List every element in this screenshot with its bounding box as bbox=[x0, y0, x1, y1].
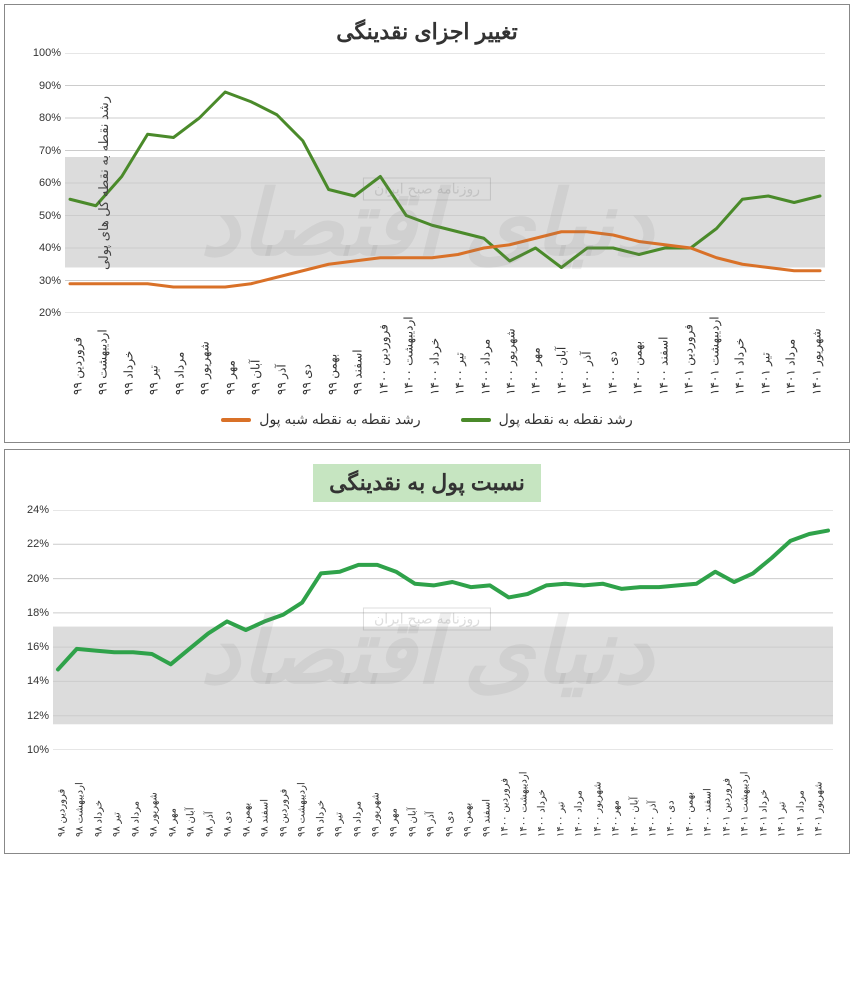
legend-label-quasi: رشد نقطه به نقطه شبه پول bbox=[259, 411, 420, 428]
x-axis-label: مهر ۹۸ bbox=[164, 754, 182, 837]
x-axis-label: آبان ۹۹ bbox=[404, 754, 422, 837]
x-axis-label: دی ۹۹ bbox=[294, 317, 319, 395]
x-axis-label: فروردین ۱۴۰۱ bbox=[718, 754, 736, 837]
chart-2-panel: دنیای اقتصاد روزنامه صبح ایران نسبت پول … bbox=[4, 449, 850, 854]
x-axis-label: شهریور ۹۹ bbox=[192, 317, 217, 395]
x-axis-label: خرداد ۱۴۰۱ bbox=[727, 317, 752, 395]
x-axis-label: آبان ۹۸ bbox=[182, 754, 200, 837]
x-axis-label: تیر ۱۴۰۱ bbox=[753, 317, 778, 395]
x-axis-label: مرداد ۹۹ bbox=[349, 754, 367, 837]
x-axis-label: فروردین ۹۹ bbox=[275, 754, 293, 837]
legend-item-quasi: رشد نقطه به نقطه شبه پول bbox=[221, 411, 420, 428]
x-axis-label: اسفند ۹۹ bbox=[345, 317, 370, 395]
x-axis-label: مرداد ۹۸ bbox=[127, 754, 145, 837]
x-axis-label: مرداد ۱۴۰۱ bbox=[792, 754, 810, 837]
x-axis-label: تیر ۹۹ bbox=[330, 754, 348, 837]
x-axis-label: شهریور ۱۴۰۱ bbox=[804, 317, 829, 395]
x-axis-label: خرداد ۹۸ bbox=[90, 754, 108, 837]
x-axis-label: تیر ۹۸ bbox=[108, 754, 126, 837]
x-axis-label: مرداد ۱۴۰۰ bbox=[570, 754, 588, 837]
x-axis-label: اردیبهشت ۱۴۰۱ bbox=[736, 754, 754, 837]
x-axis-label: تیر ۱۴۰۰ bbox=[552, 754, 570, 837]
legend-swatch-quasi bbox=[221, 418, 251, 422]
chart-1-title: تغییر اجزای نقدینگی bbox=[5, 5, 849, 53]
x-axis-label: اردیبهشت ۱۴۰۰ bbox=[396, 317, 421, 395]
x-axis-label: اردیبهشت ۹۹ bbox=[293, 754, 311, 837]
x-axis-label: آذر ۹۹ bbox=[269, 317, 294, 395]
x-axis-label: فروردین ۹۹ bbox=[65, 317, 90, 395]
chart-1-plot: رشد نقطه به نقطه کل های پولی 20%30%40%50… bbox=[65, 53, 829, 313]
x-axis-label: بهمن ۱۴۰۰ bbox=[625, 317, 650, 395]
x-axis-label: دی ۱۴۰۰ bbox=[662, 754, 680, 837]
x-axis-label: بهمن ۹۸ bbox=[238, 754, 256, 837]
legend-swatch-money bbox=[461, 418, 491, 422]
x-axis-label: بهمن ۹۹ bbox=[320, 317, 345, 395]
legend-label-money: رشد نقطه به نقطه پول bbox=[499, 411, 633, 428]
x-axis-label: مرداد ۱۴۰۰ bbox=[473, 317, 498, 395]
x-axis-label: اسفند ۱۴۰۰ bbox=[699, 754, 717, 837]
x-axis-label: مهر ۹۹ bbox=[218, 317, 243, 395]
x-axis-label: فروردین ۹۸ bbox=[53, 754, 71, 837]
x-axis-label: شهریور ۱۴۰۰ bbox=[498, 317, 523, 395]
x-axis-label: بهمن ۹۹ bbox=[459, 754, 477, 837]
x-axis-label: خرداد ۱۴۰۱ bbox=[755, 754, 773, 837]
x-axis-label: آذر ۱۴۰۰ bbox=[644, 754, 662, 837]
chart-1-y-axis-label: رشد نقطه به نقطه کل های پولی bbox=[96, 96, 112, 270]
x-axis-label: دی ۹۹ bbox=[441, 754, 459, 837]
x-axis-label: آذر ۹۸ bbox=[201, 754, 219, 837]
x-axis-label: مرداد ۹۹ bbox=[167, 317, 192, 395]
x-axis-label: اردیبهشت ۱۴۰۰ bbox=[515, 754, 533, 837]
x-axis-label: خرداد ۱۴۰۰ bbox=[422, 317, 447, 395]
x-axis-label: دی ۱۴۰۰ bbox=[600, 317, 625, 395]
x-axis-label: تیر ۱۴۰۱ bbox=[773, 754, 791, 837]
x-axis-label: فروردین ۱۴۰۱ bbox=[676, 317, 701, 395]
x-axis-label: شهریور ۹۸ bbox=[145, 754, 163, 837]
chart-2-title: نسبت پول به نقدینگی bbox=[313, 464, 541, 502]
chart-1-legend: رشد نقطه به نقطه پول رشد نقطه به نقطه شب… bbox=[5, 403, 849, 442]
x-axis-label: تیر ۱۴۰۰ bbox=[447, 317, 472, 395]
x-axis-label: فروردین ۱۴۰۰ bbox=[371, 317, 396, 395]
x-axis-label: مهر۱۴۰۰ bbox=[607, 754, 625, 837]
x-axis-label: آذر ۹۹ bbox=[422, 754, 440, 837]
x-axis-label: شهریور ۱۴۰۰ bbox=[589, 754, 607, 837]
chart-2-svg bbox=[53, 510, 833, 750]
x-axis-label: دی ۹۸ bbox=[219, 754, 237, 837]
x-axis-label: خرداد ۱۴۰۰ bbox=[533, 754, 551, 837]
x-axis-label: اردیبهشت ۹۹ bbox=[90, 317, 115, 395]
x-axis-label: شهریور ۱۴۰۱ bbox=[810, 754, 828, 837]
x-axis-label: اسفند ۹۸ bbox=[256, 754, 274, 837]
x-axis-label: اردیبهشت ۹۸ bbox=[71, 754, 89, 837]
x-axis-label: آبان ۱۴۰۰ bbox=[549, 317, 574, 395]
chart-1-panel: دنیای اقتصاد روزنامه صبح ایران تغییر اجز… bbox=[4, 4, 850, 443]
x-axis-label: مهر ۱۴۰۰ bbox=[523, 317, 548, 395]
x-axis-label: خرداد ۹۹ bbox=[116, 317, 141, 395]
x-axis-label: آذر ۱۴۰۰ bbox=[574, 317, 599, 395]
x-axis-label: خرداد ۹۹ bbox=[312, 754, 330, 837]
x-axis-label: اسفند ۱۴۰۰ bbox=[651, 317, 676, 395]
chart-2-plot: 10%12%14%16%18%20%22%24% bbox=[53, 510, 829, 750]
x-axis-label: فروردین ۱۴۰۰ bbox=[496, 754, 514, 837]
chart-2-x-labels: فروردین ۹۸اردیبهشت ۹۸خرداد ۹۸تیر ۹۸مرداد… bbox=[53, 750, 829, 845]
x-axis-label: تیر ۹۹ bbox=[141, 317, 166, 395]
x-axis-label: بهمن ۱۴۰۰ bbox=[681, 754, 699, 837]
x-axis-label: مرداد ۱۴۰۱ bbox=[778, 317, 803, 395]
x-axis-label: مهر ۹۹ bbox=[385, 754, 403, 837]
x-axis-label: آبان ۹۹ bbox=[243, 317, 268, 395]
legend-item-money: رشد نقطه به نقطه پول bbox=[461, 411, 633, 428]
chart-1-x-labels: فروردین ۹۹اردیبهشت ۹۹خرداد ۹۹تیر ۹۹مرداد… bbox=[65, 313, 829, 403]
x-axis-label: اردیبهشت ۱۴۰۱ bbox=[702, 317, 727, 395]
x-axis-label: شهریور ۹۹ bbox=[367, 754, 385, 837]
chart-1-svg bbox=[65, 53, 825, 313]
x-axis-label: اسفند ۹۹ bbox=[478, 754, 496, 837]
x-axis-label: آبان ۱۴۰۰ bbox=[626, 754, 644, 837]
